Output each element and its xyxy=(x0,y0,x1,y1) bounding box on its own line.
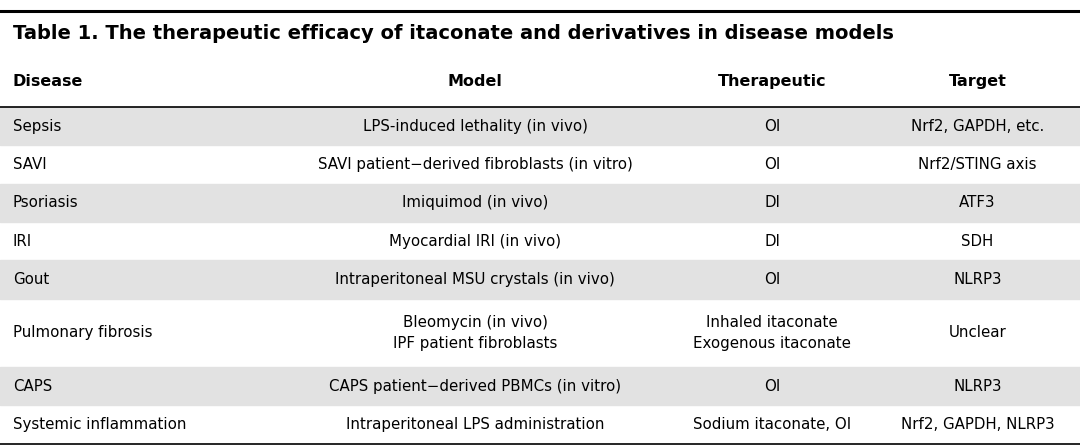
Text: OI: OI xyxy=(764,157,781,172)
Text: OI: OI xyxy=(764,119,781,134)
Text: Psoriasis: Psoriasis xyxy=(13,195,79,210)
Text: Sodium itaconate, OI: Sodium itaconate, OI xyxy=(693,417,851,432)
Text: Disease: Disease xyxy=(13,74,83,89)
Text: DI: DI xyxy=(765,195,780,210)
Text: Nrf2, GAPDH, etc.: Nrf2, GAPDH, etc. xyxy=(910,119,1044,134)
Text: ATF3: ATF3 xyxy=(959,195,996,210)
Bar xyxy=(0,184,1080,222)
Text: Systemic inflammation: Systemic inflammation xyxy=(13,417,187,432)
Text: Target: Target xyxy=(948,74,1007,89)
Text: SAVI: SAVI xyxy=(13,157,46,172)
Text: SDH: SDH xyxy=(961,234,994,248)
Text: Pulmonary fibrosis: Pulmonary fibrosis xyxy=(13,325,152,340)
Text: SAVI patient−derived fibroblasts (in vitro): SAVI patient−derived fibroblasts (in vit… xyxy=(318,157,633,172)
Text: OI: OI xyxy=(764,272,781,287)
Text: OI: OI xyxy=(764,379,781,394)
Text: IRI: IRI xyxy=(13,234,32,248)
Text: Gout: Gout xyxy=(13,272,50,287)
Text: Imiquimod (in vivo): Imiquimod (in vivo) xyxy=(402,195,549,210)
Text: DI: DI xyxy=(765,234,780,248)
Bar xyxy=(0,107,1080,145)
Text: Nrf2/STING axis: Nrf2/STING axis xyxy=(918,157,1037,172)
Text: Inhaled itaconate
Exogenous itaconate: Inhaled itaconate Exogenous itaconate xyxy=(693,315,851,351)
Text: Nrf2, GAPDH, NLRP3: Nrf2, GAPDH, NLRP3 xyxy=(901,417,1054,432)
Text: NLRP3: NLRP3 xyxy=(954,272,1001,287)
Text: Myocardial IRI (in vivo): Myocardial IRI (in vivo) xyxy=(389,234,562,248)
Text: LPS-induced lethality (in vivo): LPS-induced lethality (in vivo) xyxy=(363,119,588,134)
Text: Sepsis: Sepsis xyxy=(13,119,62,134)
Bar xyxy=(0,260,1080,298)
Text: Table 1. The therapeutic efficacy of itaconate and derivatives in disease models: Table 1. The therapeutic efficacy of ita… xyxy=(13,24,894,42)
Text: Intraperitoneal LPS administration: Intraperitoneal LPS administration xyxy=(346,417,605,432)
Text: Model: Model xyxy=(448,74,502,89)
Bar xyxy=(0,367,1080,405)
Text: NLRP3: NLRP3 xyxy=(954,379,1001,394)
Text: Therapeutic: Therapeutic xyxy=(718,74,826,89)
Text: CAPS: CAPS xyxy=(13,379,52,394)
Text: Unclear: Unclear xyxy=(948,325,1007,340)
Text: Intraperitoneal MSU crystals (in vivo): Intraperitoneal MSU crystals (in vivo) xyxy=(335,272,616,287)
Text: Bleomycin (in vivo)
IPF patient fibroblasts: Bleomycin (in vivo) IPF patient fibrobla… xyxy=(393,315,557,351)
Text: CAPS patient−derived PBMCs (in vitro): CAPS patient−derived PBMCs (in vitro) xyxy=(329,379,621,394)
